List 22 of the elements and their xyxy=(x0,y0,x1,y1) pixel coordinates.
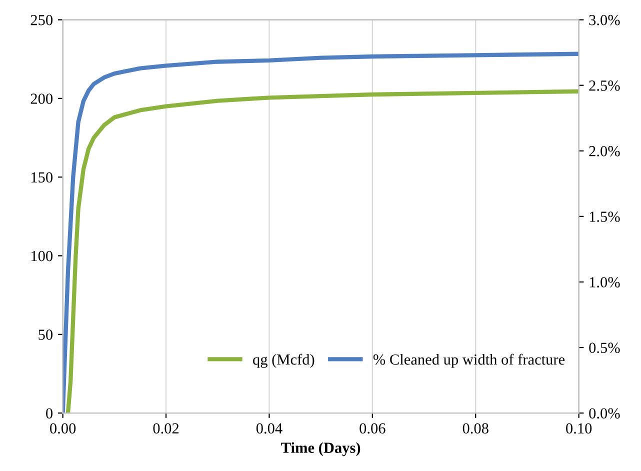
x-axis-title: Time (Days) xyxy=(281,442,360,456)
x-tick-label: 0.00 xyxy=(50,423,76,434)
x-tick-label: 0.04 xyxy=(256,423,282,434)
y-tick-label: 0 xyxy=(46,408,53,419)
y-tick-label: 200 xyxy=(30,94,53,104)
y-tick-label: 150 xyxy=(32,172,53,183)
y2-tick-label: 2.0% xyxy=(589,146,620,156)
legend-label: % Cleaned up width of fracture xyxy=(373,354,565,368)
x-tick-label: 0.08 xyxy=(462,423,488,434)
y2-tick-label: 0.0% xyxy=(589,408,620,419)
y2-tick-label: 3.0% xyxy=(589,14,620,26)
x-tick-label: 0.10 xyxy=(566,423,592,434)
y2-tick-label: 2.5% xyxy=(589,80,620,91)
y2-tick-label: 1.0% xyxy=(590,277,620,288)
y-tick-label: 50 xyxy=(38,330,53,340)
y2-tick-label: 0.5% xyxy=(589,342,620,354)
legend-label: qg (Mcfd) xyxy=(253,354,314,368)
x-tick-label: 0.06 xyxy=(360,423,386,434)
y-tick-label: 100 xyxy=(32,250,53,262)
y2-tick-label: 1.5% xyxy=(590,212,620,222)
x-tick-label: 0.02 xyxy=(153,423,179,434)
y-tick-label: 250 xyxy=(30,14,53,26)
